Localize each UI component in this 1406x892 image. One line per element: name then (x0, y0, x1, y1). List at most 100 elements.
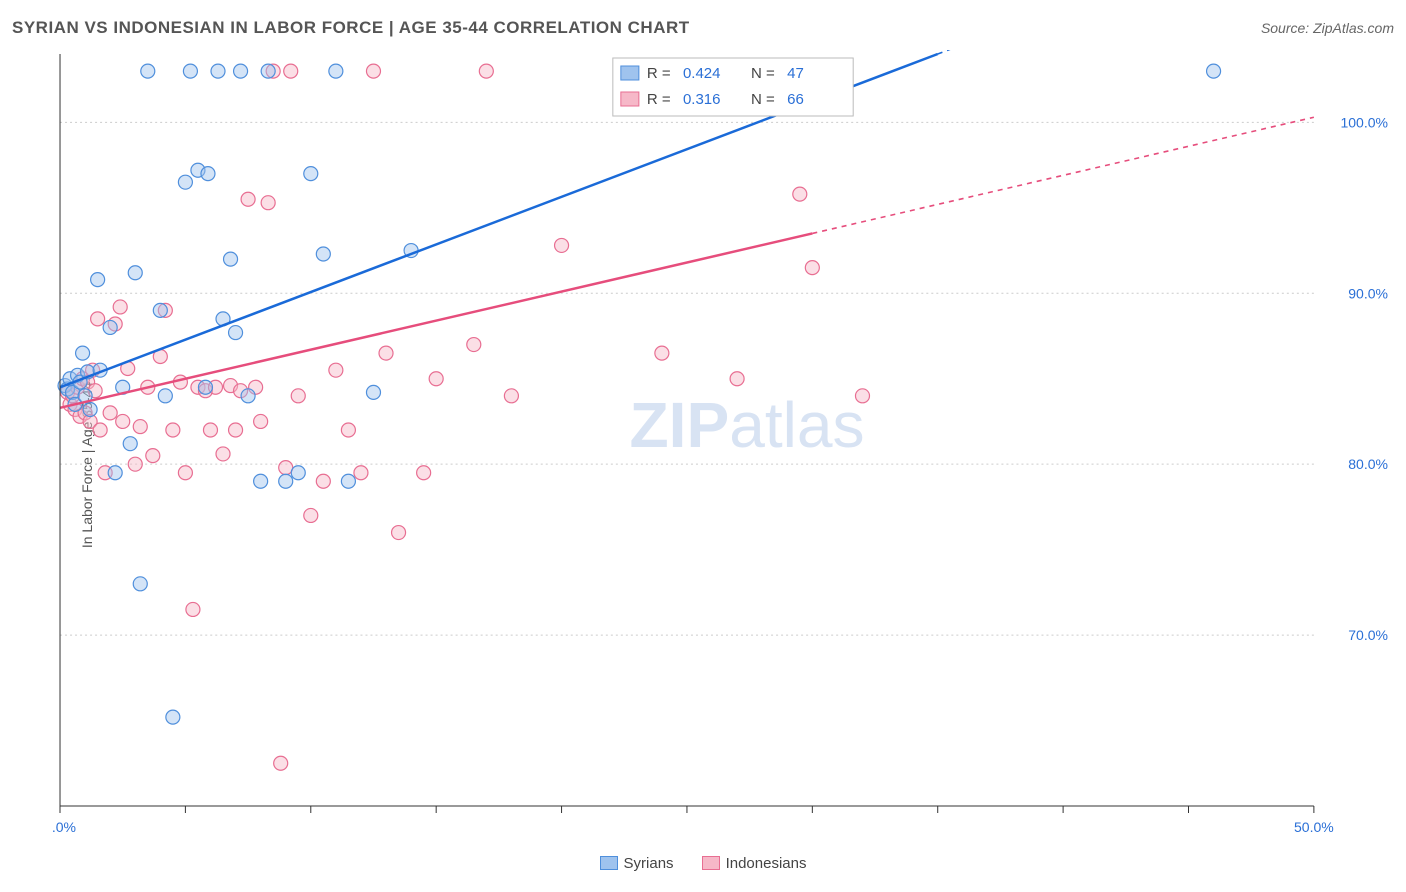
data-point (291, 389, 305, 403)
data-point (128, 266, 142, 280)
data-point (234, 64, 248, 78)
data-point (241, 389, 255, 403)
legend-swatch (621, 66, 639, 80)
data-point (304, 167, 318, 181)
series-legend-item: Indonesians (702, 855, 807, 872)
data-point (805, 261, 819, 275)
data-point (467, 338, 481, 352)
legend-r-label: R = (647, 65, 671, 82)
y-tick-label: 90.0% (1348, 285, 1388, 301)
data-point (183, 64, 197, 78)
data-point (855, 389, 869, 403)
data-point (261, 64, 275, 78)
data-point (146, 449, 160, 463)
data-point (366, 64, 380, 78)
chart-header: SYRIAN VS INDONESIAN IN LABOR FORCE | AG… (12, 18, 1394, 38)
y-tick-label: 70.0% (1348, 627, 1388, 643)
legend-r-value: 0.316 (683, 91, 721, 108)
legend-swatch (621, 92, 639, 106)
series-legend-item: Syrians (600, 855, 674, 872)
data-point (254, 474, 268, 488)
data-point (341, 474, 355, 488)
data-point (291, 466, 305, 480)
data-point (366, 385, 380, 399)
series-legend-label: Indonesians (726, 855, 807, 872)
data-point (153, 303, 167, 317)
data-point (417, 466, 431, 480)
x-legend: Syrians Indonesians (12, 855, 1394, 872)
data-point (203, 423, 217, 437)
y-tick-label: 100.0% (1340, 114, 1388, 130)
data-point (186, 602, 200, 616)
data-point (316, 247, 330, 261)
data-point (392, 526, 406, 540)
data-point (83, 402, 97, 416)
data-point (241, 192, 255, 206)
legend-n-label: N = (751, 65, 775, 82)
y-tick-label: 80.0% (1348, 456, 1388, 472)
data-point (1207, 64, 1221, 78)
data-point (341, 423, 355, 437)
chart-title: SYRIAN VS INDONESIAN IN LABOR FORCE | AG… (12, 18, 690, 38)
data-point (91, 273, 105, 287)
data-point (504, 389, 518, 403)
legend-r-value: 0.424 (683, 65, 721, 82)
data-point (224, 252, 238, 266)
trend-line-extrapolated (938, 50, 1013, 54)
data-point (279, 461, 293, 475)
data-point (123, 437, 137, 451)
data-point (429, 372, 443, 386)
data-point (91, 312, 105, 326)
data-point (354, 466, 368, 480)
legend-swatch (600, 856, 618, 870)
legend-n-value: 47 (787, 65, 804, 82)
data-point (103, 406, 117, 420)
data-point (316, 474, 330, 488)
data-point (158, 389, 172, 403)
data-point (329, 64, 343, 78)
data-point (116, 414, 130, 428)
series-legend-label: Syrians (624, 855, 674, 872)
legend-r-label: R = (647, 91, 671, 108)
data-point (274, 756, 288, 770)
data-point (730, 372, 744, 386)
data-point (229, 326, 243, 340)
data-point (479, 64, 493, 78)
data-point (201, 167, 215, 181)
data-point (133, 420, 147, 434)
data-point (93, 423, 107, 437)
data-point (178, 175, 192, 189)
data-point (166, 710, 180, 724)
scatter-plot: 70.0% 80.0% 90.0% 100.0% ZIPatlas 0.0% 50.0% R … (52, 50, 1394, 840)
data-point (166, 423, 180, 437)
data-point (198, 380, 212, 394)
data-point (329, 363, 343, 377)
data-point (379, 346, 393, 360)
chart-source: Source: ZipAtlas.com (1261, 20, 1394, 36)
data-point (304, 508, 318, 522)
data-point (261, 196, 275, 210)
legend-n-label: N = (751, 91, 775, 108)
data-point (103, 320, 117, 334)
watermark: ZIPatlas (630, 389, 865, 461)
trend-line-extrapolated (812, 117, 1314, 233)
data-point (141, 64, 155, 78)
data-point (793, 187, 807, 201)
data-point (279, 474, 293, 488)
data-point (113, 300, 127, 314)
data-point (178, 466, 192, 480)
data-point (108, 466, 122, 480)
data-point (655, 346, 669, 360)
data-point (76, 346, 90, 360)
chart-area: In Labor Force | Age 35-44 70.0%80.0%90.… (12, 50, 1394, 880)
x-tick-label: 50.0% (1294, 819, 1334, 835)
legend-swatch (702, 856, 720, 870)
data-point (284, 64, 298, 78)
data-point (254, 414, 268, 428)
data-point (555, 238, 569, 252)
data-point (128, 457, 142, 471)
legend-n-value: 66 (787, 91, 804, 108)
x-tick-label: 0.0% (52, 819, 76, 835)
data-point (216, 447, 230, 461)
data-point (229, 423, 243, 437)
